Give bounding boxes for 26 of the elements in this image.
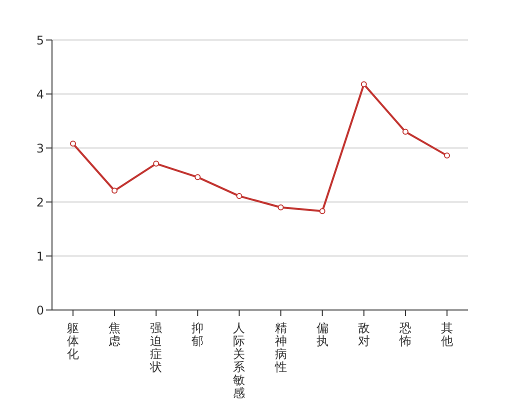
x-tick-label: 人际关系敏感	[233, 321, 246, 400]
x-tick-label: 躯体化	[67, 321, 79, 361]
point	[319, 208, 326, 214]
point	[153, 160, 160, 167]
point	[402, 128, 408, 135]
y-tick-label: 5	[36, 33, 44, 48]
x-tick-label: 精神病性	[274, 321, 287, 374]
x-tick-label: 其他	[441, 321, 453, 348]
x-tick-label: 恐怖	[398, 321, 412, 348]
point	[360, 81, 367, 88]
y-tick-label: 3	[36, 141, 44, 156]
point	[70, 140, 76, 147]
point	[194, 174, 201, 180]
x-tick-label: 强迫症状	[149, 321, 162, 374]
y-tick-label: 0	[36, 303, 44, 318]
y-tick-label: 1	[36, 249, 44, 264]
point	[444, 152, 450, 159]
x-tick-label: 焦虑	[108, 321, 121, 348]
y-tick-label: 2	[36, 195, 44, 210]
x-tick-label: 抑郁	[192, 321, 204, 348]
point	[278, 204, 284, 210]
point	[112, 188, 118, 194]
point	[236, 193, 242, 200]
y-tick-label: 4	[36, 87, 44, 102]
x-tick-label: 敌对	[358, 321, 370, 348]
x-tick-label: 偏执	[316, 321, 328, 348]
